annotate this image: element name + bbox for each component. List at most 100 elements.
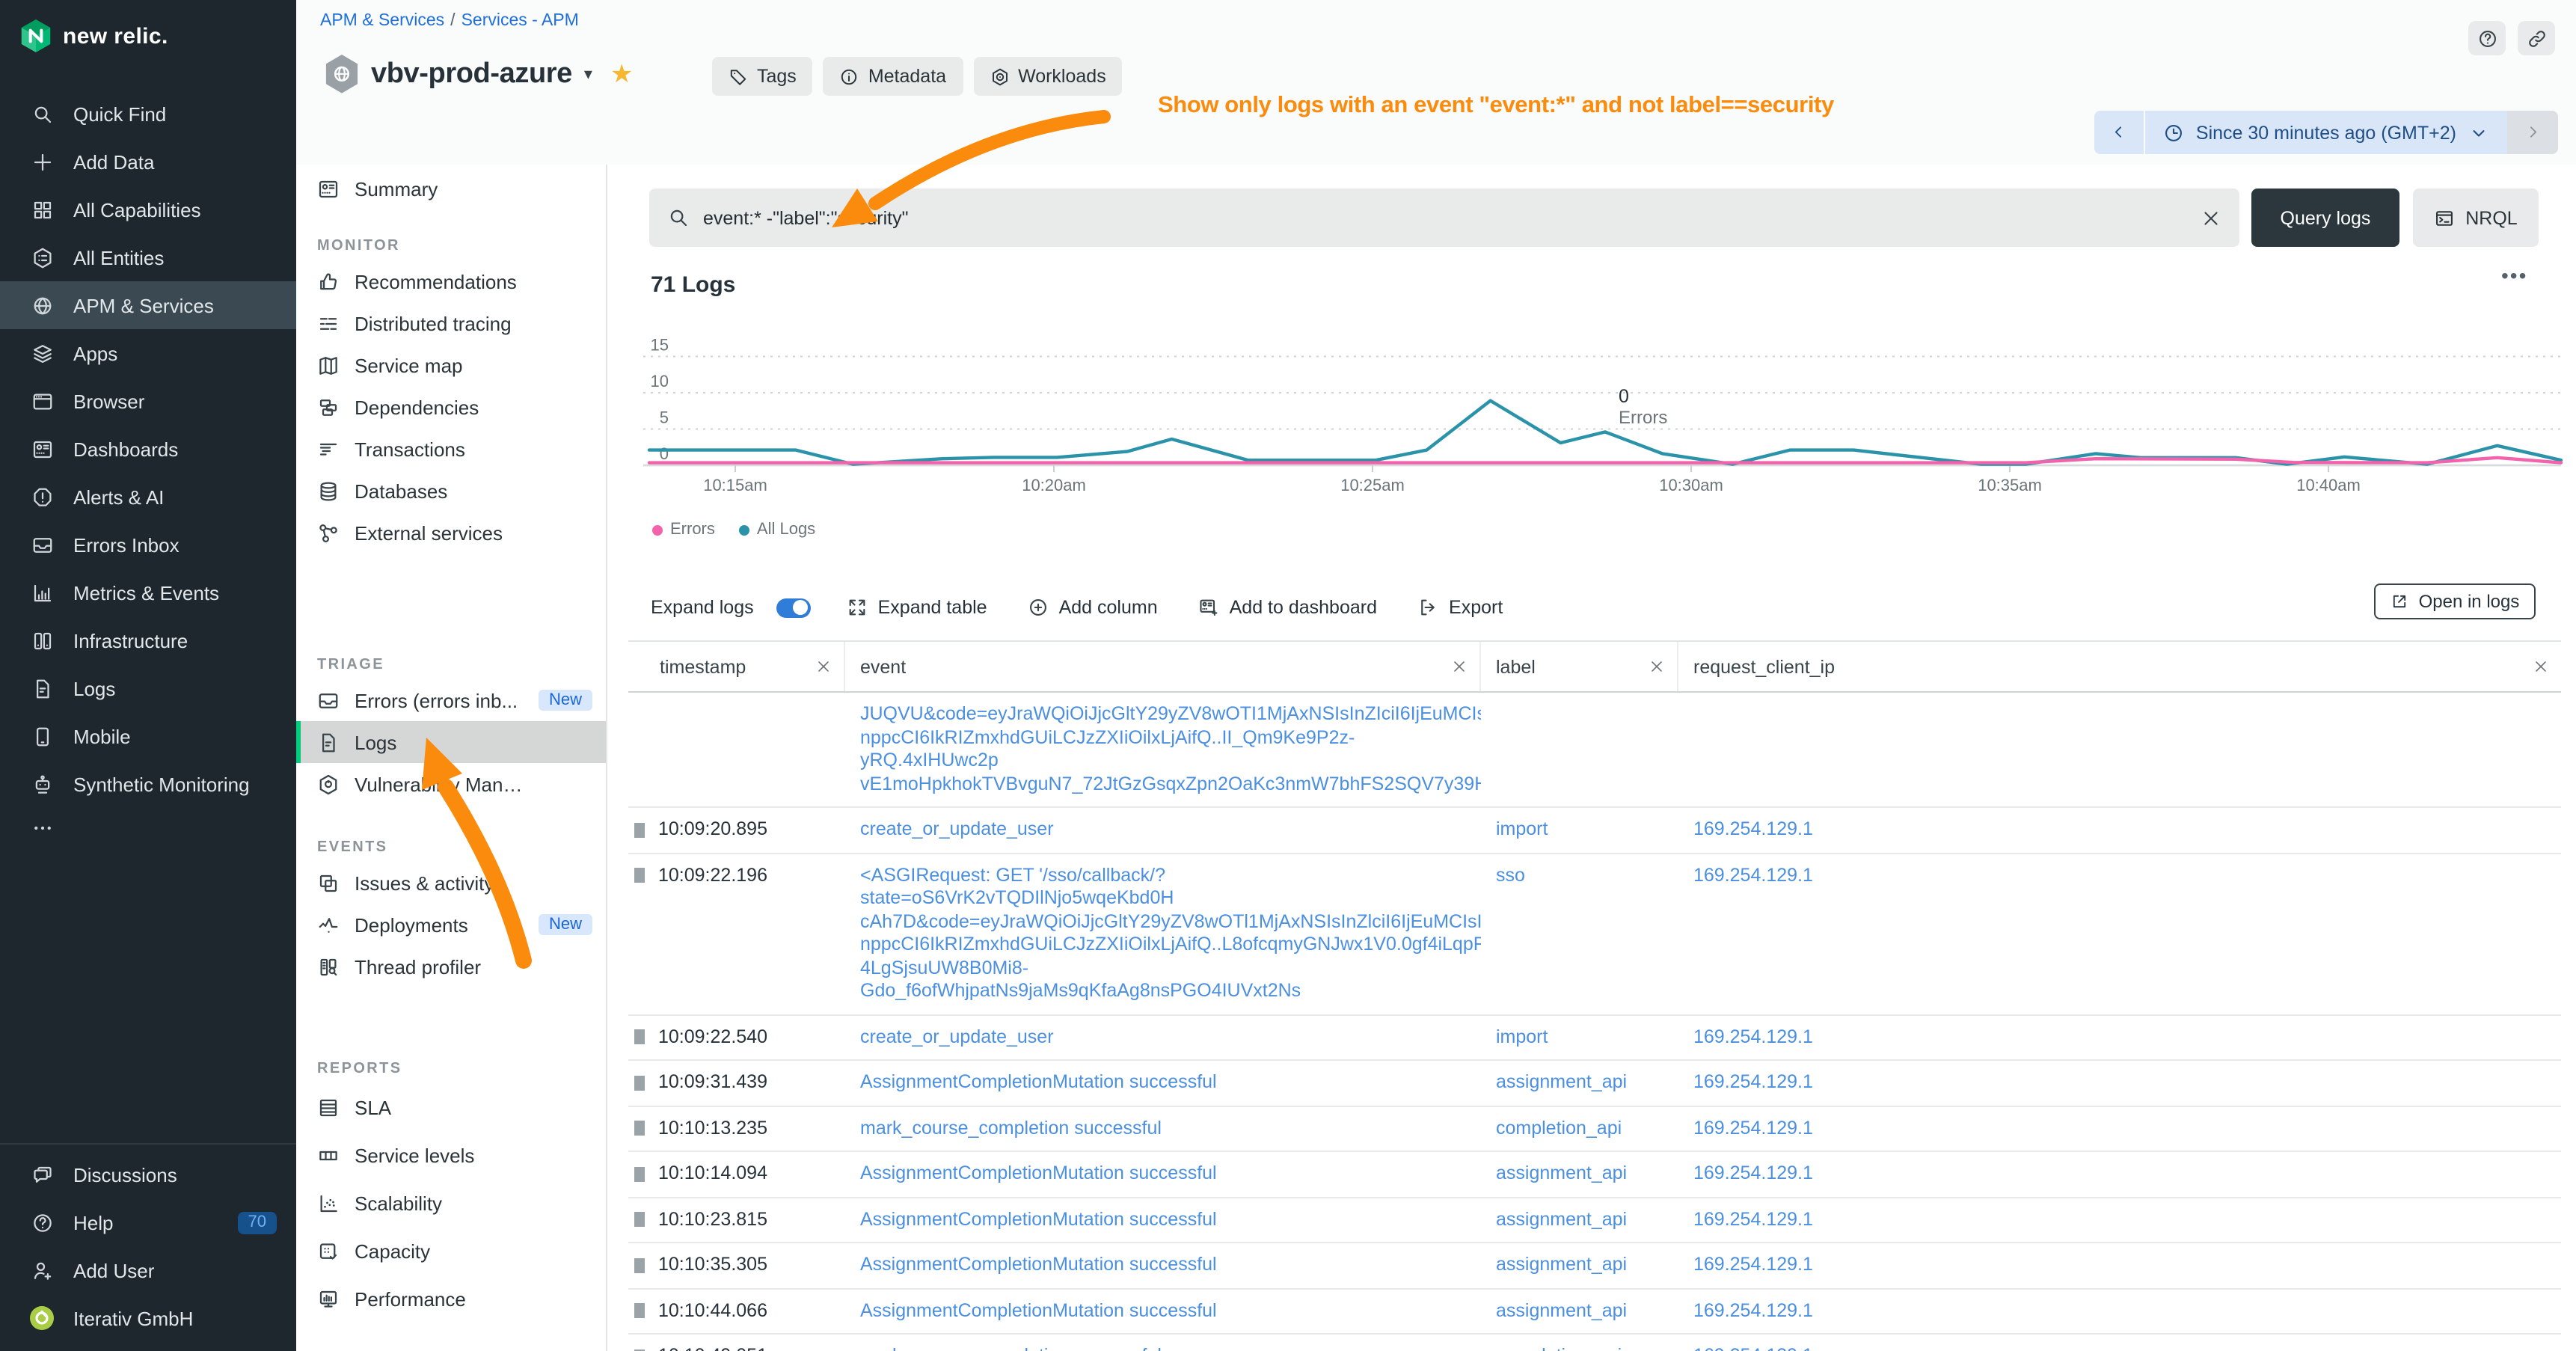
entity-nav-item-sla[interactable]: SLA [296,1083,606,1131]
entity-nav-item-databases[interactable]: Databases [296,470,606,512]
cell-label[interactable]: sso [1496,864,1525,885]
cell-label[interactable]: assignment_api [1496,1299,1628,1320]
export-button[interactable]: Export [1417,597,1503,618]
sidebar-item-all-entities[interactable]: All Entities [0,233,296,281]
sidebar-footer-help[interactable]: Help 70 [0,1198,296,1246]
sidebar-item-more[interactable] [0,808,296,847]
cell-request-client-ip[interactable]: 169.254.129.1 [1678,1335,2561,1351]
entity-nav-item-scalability[interactable]: Scalability [296,1179,606,1227]
entity-nav-item-vulnerability-management[interactable]: Vulnerability Management [296,763,606,805]
sidebar-item-all-capabilities[interactable]: All Capabilities [0,186,296,233]
table-row[interactable]: 10:09:22.540 create_or_update_user import 1… [628,1015,2561,1061]
entity-nav-item-errors-errors-inb-[interactable]: Errors (errors inb... New [296,679,606,721]
cell-event[interactable]: JUQVU&code=eyJraWQiOiJjcGltY29yZV8wOTI1M… [860,703,1481,794]
favorite-star-icon[interactable]: ★ [610,59,634,88]
entity-nav-item-deployments[interactable]: Deployments New [296,904,606,946]
cell-request-client-ip[interactable]: 169.254.129.1 [1693,864,1813,885]
entity-nav-item-issues-activity[interactable]: Issues & activity [296,862,606,904]
entity-nav-item-service-map[interactable]: Service map [296,344,606,386]
chart-options-menu[interactable]: ••• [2501,263,2528,287]
cell-event[interactable]: mark_course_completion successful [860,1117,1162,1138]
cell-label[interactable] [1481,693,1678,806]
sidebar-item-alerts-ai[interactable]: Alerts & AI [0,473,296,521]
cell-request-client-ip[interactable]: 169.254.129.1 [1693,1299,1813,1320]
remove-column-icon[interactable] [1649,658,1665,675]
cell-event[interactable]: create_or_update_user [860,1026,1054,1047]
column-header-timestamp[interactable]: timestamp [628,642,845,691]
cell-label[interactable]: assignment_api [1496,1254,1628,1275]
cell-request-client-ip[interactable]: 169.254.129.1 [1693,818,1813,839]
table-row[interactable]: 10:10:13.235 mark_course_completion succe… [628,1106,2561,1152]
sidebar-item-dashboards[interactable]: Dashboards [0,425,296,473]
sidebar-item-infrastructure[interactable]: Infrastructure [0,616,296,664]
sidebar-item-quick-find[interactable]: Quick Find [0,90,296,138]
sidebar-item-browser[interactable]: Browser [0,377,296,425]
expand-table-button[interactable]: Expand table [847,597,987,618]
remove-column-icon[interactable] [1451,658,1468,675]
cell-event[interactable]: <ASGIRequest: GET '/sso/callback/?state=… [860,864,1481,1001]
cell-request-client-ip[interactable]: 169.254.129.1 [1693,1117,1813,1138]
sidebar-item-synthetic-monitoring[interactable]: Synthetic Monitoring [0,760,296,808]
clear-search-icon[interactable] [2201,207,2221,228]
open-in-logs-button[interactable]: Open in logs [2374,583,2536,619]
table-row[interactable]: 10:10:14.094 AssignmentCompletionMutation… [628,1152,2561,1198]
cell-event[interactable]: AssignmentCompletionMutation successful [860,1071,1217,1092]
entity-nav-item-logs[interactable]: Logs [296,721,606,763]
workloads-button[interactable]: Workloads [973,57,1123,96]
tags-button[interactable]: Tags [712,57,813,96]
cell-event[interactable]: create_or_update_user [860,818,1054,839]
search-query-value[interactable]: event:* -"label":"security" [703,207,909,228]
cell-event[interactable]: mark_course_completion successful [845,1335,1481,1351]
entity-nav-item-performance[interactable]: Performance [296,1275,606,1323]
legend-item-errors[interactable]: Errors [652,521,715,539]
sidebar-footer-add-user[interactable]: Add User [0,1246,296,1294]
add-to-dashboard-button[interactable]: Add to dashboard [1198,597,1377,618]
cell-label[interactable]: completion_api [1481,1335,1678,1351]
entity-nav-item-distributed-tracing[interactable]: Distributed tracing [296,302,606,344]
entity-chevron-down-icon[interactable]: ▾ [583,66,592,84]
cell-event[interactable]: AssignmentCompletionMutation successful [860,1254,1217,1275]
nrql-button[interactable]: NRQL [2413,189,2539,247]
cell-label[interactable]: assignment_api [1496,1162,1628,1183]
column-header-label[interactable]: label [1481,642,1678,691]
table-row[interactable]: 10:10:44.066 AssignmentCompletionMutation… [628,1289,2561,1335]
entity-nav-item-transactions[interactable]: Transactions [296,428,606,470]
cell-label[interactable]: completion_api [1496,1117,1622,1138]
table-row[interactable]: 10:10:23.815 AssignmentCompletionMutation… [628,1198,2561,1243]
sidebar-item-logs[interactable]: Logs [0,664,296,712]
entity-nav-item-dependencies[interactable]: Dependencies [296,386,606,428]
breadcrumb-link-services-apm[interactable]: Services - APM [461,12,579,30]
table-row[interactable]: 10:09:20.895 create_or_update_user import 1… [628,808,2561,854]
cell-request-client-ip[interactable] [1678,693,2561,806]
table-row[interactable]: 10:09:22.196 <ASGIRequest: GET '/sso/call… [628,854,2561,1015]
entity-nav-item-summary[interactable]: Summary [296,168,606,209]
toggle-on-icon[interactable] [776,598,811,617]
sidebar-footer-iterativ-gmbh[interactable]: Iterativ GmbH [0,1294,296,1342]
remove-column-icon[interactable] [2533,658,2549,675]
time-forward-button[interactable] [2507,111,2558,154]
copy-link-button[interactable] [2518,21,2555,55]
cell-request-client-ip[interactable]: 169.254.129.1 [1693,1208,1813,1229]
cell-label[interactable]: import [1496,818,1548,839]
time-back-button[interactable] [2094,111,2145,154]
new-relic-logo[interactable]: new relic. [0,0,296,54]
metadata-button[interactable]: Metadata [823,57,963,96]
log-search-input[interactable]: event:* -"label":"security" [649,189,2239,247]
sidebar-item-apps[interactable]: Apps [0,329,296,377]
help-button[interactable] [2468,21,2506,55]
cell-request-client-ip[interactable]: 169.254.129.1 [1693,1026,1813,1047]
entity-nav-item-external-services[interactable]: External services [296,512,606,554]
expand-logs-toggle[interactable]: Expand logs [651,597,811,618]
cell-event[interactable]: AssignmentCompletionMutation successful [860,1299,1217,1320]
entity-nav-item-service-levels[interactable]: Service levels [296,1131,606,1179]
query-logs-button[interactable]: Query logs [2251,189,2399,247]
column-header-event[interactable]: event [845,642,1481,691]
cell-request-client-ip[interactable]: 169.254.129.1 [1693,1162,1813,1183]
table-row[interactable]: 10:10:49.051mark_course_completion succe… [628,1335,2561,1351]
cell-request-client-ip[interactable]: 169.254.129.1 [1693,1254,1813,1275]
sidebar-item-errors-inbox[interactable]: Errors Inbox [0,521,296,569]
entity-nav-item-thread-profiler[interactable]: Thread profiler [296,946,606,987]
cell-label[interactable]: import [1496,1026,1548,1047]
sidebar-item-metrics-events[interactable]: Metrics & Events [0,569,296,616]
add-column-button[interactable]: Add column [1028,597,1158,618]
